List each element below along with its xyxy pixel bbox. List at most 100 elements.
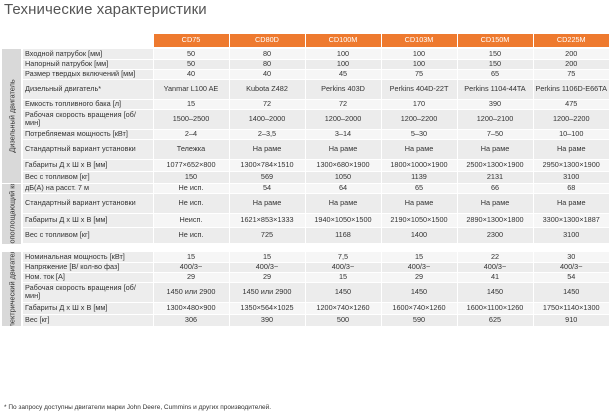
value-cell: 306 bbox=[152, 314, 229, 327]
value-cell: На раме bbox=[456, 193, 533, 214]
value-cell: 5–30 bbox=[380, 129, 457, 140]
table-row: Рабочая скорость вращения [об/мин] 1500–2… bbox=[2, 109, 609, 130]
row-label: Рабочая скорость вращения [об/мин] bbox=[21, 282, 153, 303]
value-cell: 40 bbox=[152, 69, 229, 80]
value-cell: 65 bbox=[456, 69, 533, 80]
value-cell: 3100 bbox=[532, 171, 609, 184]
row-label: Вес [кг] bbox=[21, 314, 153, 327]
group-gap bbox=[2, 243, 609, 252]
table-row: Стандартный вариант установки Не исп. На р… bbox=[2, 193, 609, 214]
row-label: Вес с топливом [кг] bbox=[21, 227, 153, 244]
value-cell: 50 bbox=[152, 59, 229, 70]
value-cell: 1300×680×1900 bbox=[304, 159, 381, 172]
row-label: Потребляемая мощность [кВт] bbox=[21, 129, 153, 140]
group-label: Электрический двигатель bbox=[7, 252, 16, 326]
row-label: Размер твердых включений [мм] bbox=[21, 69, 153, 80]
value-cell: 1350×564×1025 bbox=[228, 302, 305, 315]
value-cell: 1200–2200 bbox=[532, 109, 609, 130]
group-label-cell: Шумопоглощающий кожух bbox=[2, 183, 22, 244]
group-gap bbox=[2, 183, 609, 184]
row-label: Стандартный вариант установки bbox=[21, 193, 153, 214]
value-cell: 1300×784×1510 bbox=[228, 159, 305, 172]
gap-cell bbox=[2, 183, 609, 184]
value-cell: 72 bbox=[228, 99, 305, 110]
row-label: Стандартный вариант установки bbox=[21, 139, 153, 160]
value-cell: 400/3~ bbox=[456, 262, 533, 273]
value-cell: 1400–2000 bbox=[228, 109, 305, 130]
model-header-cd75: CD75 bbox=[152, 34, 229, 47]
value-cell: 1940×1050×1500 bbox=[304, 213, 381, 228]
value-cell: 170 bbox=[380, 99, 457, 110]
value-cell: 3300×1300×1887 bbox=[532, 213, 609, 228]
value-cell: 66 bbox=[456, 183, 533, 194]
value-cell: 29 bbox=[380, 272, 457, 283]
table-row: Вес с топливом [кг] 150 569 1050 1139 2131 310… bbox=[2, 171, 609, 184]
value-cell: 2890×1300×1800 bbox=[456, 213, 533, 228]
value-cell: 1050 bbox=[304, 171, 381, 184]
value-cell: На раме bbox=[304, 139, 381, 160]
value-cell: 7,5 bbox=[304, 252, 381, 263]
value-cell: На раме bbox=[532, 193, 609, 214]
value-cell: 29 bbox=[152, 272, 229, 283]
value-cell: На раме bbox=[304, 193, 381, 214]
row-label: Габариты Д x Ш x В [мм] bbox=[21, 159, 153, 172]
group-label: Дизельный двигатель bbox=[7, 79, 16, 153]
value-cell: 590 bbox=[380, 314, 457, 327]
value-cell: 1450 или 2900 bbox=[152, 282, 229, 303]
value-cell: 75 bbox=[532, 69, 609, 80]
value-cell: 15 bbox=[380, 252, 457, 263]
specifications-table: CD75 CD80D CD100M CD103M CD150M CD225M Дизельн… bbox=[2, 34, 609, 327]
page-title: Технические характеристики bbox=[4, 1, 207, 18]
value-cell: 2950×1300×1900 bbox=[532, 159, 609, 172]
value-cell: 1600×740×1260 bbox=[380, 302, 457, 315]
table-row: Габариты Д x Ш x В [мм] Неисп. 1621×853×13… bbox=[2, 213, 609, 228]
value-cell: 200 bbox=[532, 49, 609, 60]
value-cell: 7–50 bbox=[456, 129, 533, 140]
value-cell: Не исп. bbox=[152, 227, 229, 244]
value-cell: 400/3~ bbox=[228, 262, 305, 273]
table-row: Шумопоглощающий кожух дБ(А) на расст. 7 м… bbox=[2, 183, 609, 244]
row-label: дБ(А) на расст. 7 м bbox=[21, 183, 153, 194]
value-cell: 15 bbox=[152, 252, 229, 263]
value-cell: 100 bbox=[304, 59, 381, 70]
value-cell: 40 bbox=[228, 69, 305, 80]
model-header-cd150m: CD150M bbox=[456, 34, 533, 47]
value-cell: 29 bbox=[228, 272, 305, 283]
value-cell: Тележка bbox=[152, 139, 229, 160]
value-cell: 910 bbox=[532, 314, 609, 327]
value-cell: 475 bbox=[532, 99, 609, 110]
value-cell: 75 bbox=[380, 69, 457, 80]
value-cell: 100 bbox=[304, 49, 381, 60]
table-row: Напряжение [В/ кол-во фаз] 400/3~ 400/3~ 40… bbox=[2, 262, 609, 273]
value-cell: 72 bbox=[304, 99, 381, 110]
value-cell: 1139 bbox=[380, 171, 457, 184]
table-row: Потребляемая мощность [кВт] 2–4 2–3,5 3–14 5… bbox=[2, 129, 609, 140]
row-label: Габариты Д x Ш x В [мм] bbox=[21, 213, 153, 228]
table-row: Дизельный двигатель* Yanmar L100 AE Kubota… bbox=[2, 79, 609, 100]
header-corner bbox=[2, 34, 153, 47]
table-row: Ном. ток [А] 29 29 15 29 41 54 bbox=[2, 272, 609, 283]
value-cell: На раме bbox=[228, 193, 305, 214]
table-row: Рабочая скорость вращения [об/мин] 1450 и… bbox=[2, 282, 609, 303]
footnote: * По запросу доступны двигатели марки Jo… bbox=[4, 404, 272, 411]
value-cell: 15 bbox=[228, 252, 305, 263]
gap-cell bbox=[2, 243, 609, 252]
spacer-cell bbox=[2, 47, 609, 49]
value-cell: 400/3~ bbox=[152, 262, 229, 273]
value-cell: 725 bbox=[228, 227, 305, 244]
model-header-cd100m: CD100M bbox=[304, 34, 381, 47]
value-cell: Perkins 1106D-E66TA bbox=[532, 79, 609, 100]
value-cell: 1300×480×900 bbox=[152, 302, 229, 315]
value-cell: 1450 bbox=[532, 282, 609, 303]
value-cell: 1450 bbox=[456, 282, 533, 303]
value-cell: 1077×652×800 bbox=[152, 159, 229, 172]
value-cell: 200 bbox=[532, 59, 609, 70]
value-cell: 400/3~ bbox=[380, 262, 457, 273]
value-cell: 100 bbox=[380, 59, 457, 70]
value-cell: Неисп. bbox=[152, 213, 229, 228]
value-cell: 1500–2500 bbox=[152, 109, 229, 130]
value-cell: 1450 или 2900 bbox=[228, 282, 305, 303]
table-row: Напорный патрубок [мм] 50 80 100 100 150 200 bbox=[2, 59, 609, 70]
row-label: Входной патрубок [мм] bbox=[21, 49, 153, 60]
value-cell: 1400 bbox=[380, 227, 457, 244]
